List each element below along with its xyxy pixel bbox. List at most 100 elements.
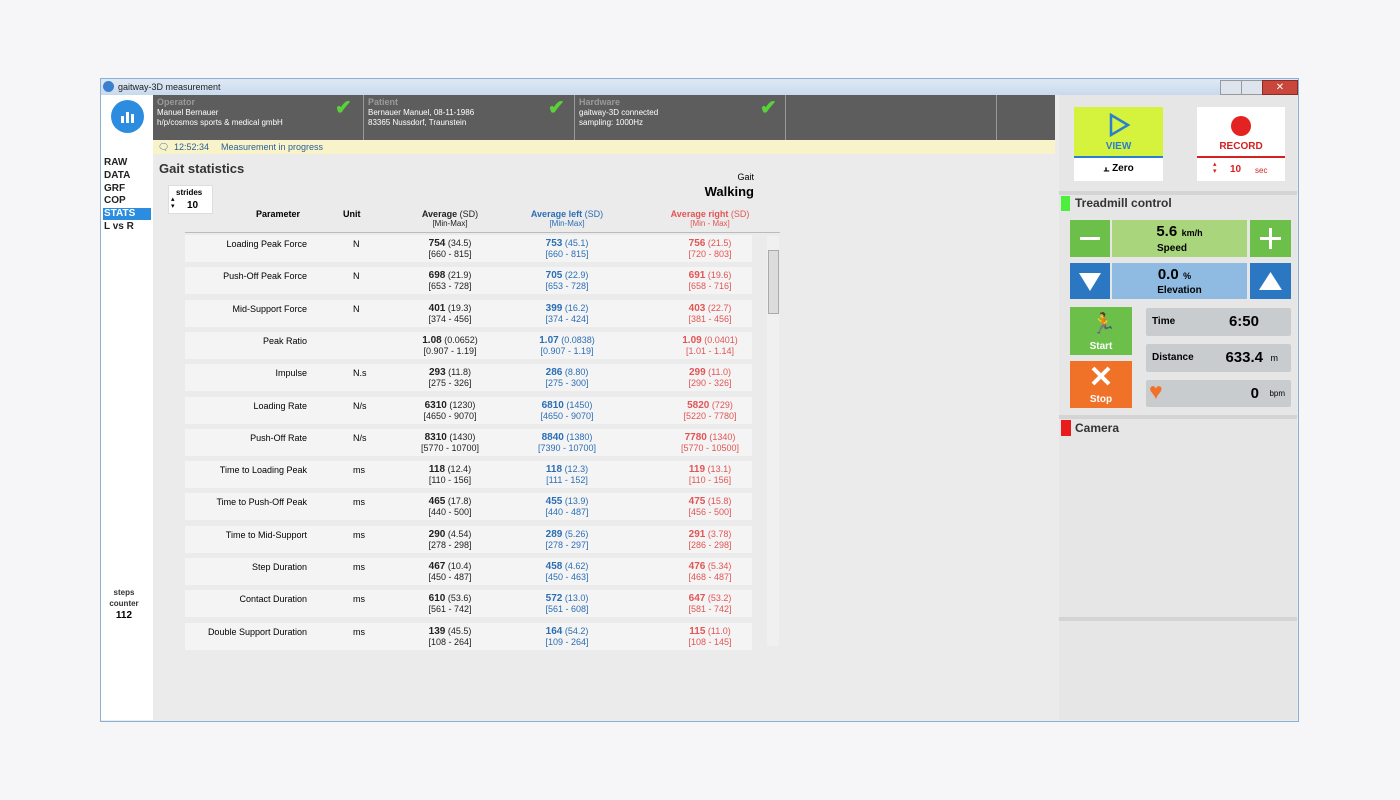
distance-value: 633.4 xyxy=(1225,349,1263,366)
view-button[interactable]: VIEW xyxy=(1074,107,1163,156)
speed-plus[interactable] xyxy=(1250,220,1291,257)
sd: (11.0) xyxy=(707,625,731,636)
nav-item[interactable]: COP xyxy=(104,195,126,207)
stats-row: Push-Off Peak Force N 698 (21.9) [653 - 728… xyxy=(185,267,752,295)
mean-sd: 705 (22.9) xyxy=(502,270,632,281)
parameter: Time to Push-Off Peak xyxy=(216,497,307,508)
col-sd: (SD) xyxy=(584,209,604,219)
stop-label: Stop xyxy=(1089,394,1113,405)
col-head: Average (SD) xyxy=(385,209,515,219)
mean: 691 xyxy=(688,270,706,282)
mean: 6810 xyxy=(541,399,564,411)
sd: (19.6) xyxy=(707,270,732,281)
mean: 289 xyxy=(545,528,563,540)
strides-label: strides xyxy=(176,188,203,197)
range: [374 - 456] xyxy=(428,313,472,324)
cell-left: 705 (22.9) [653 - 728] xyxy=(502,270,632,292)
zero-label: Zero xyxy=(1112,163,1134,174)
elevation-down[interactable] xyxy=(1070,263,1110,299)
cell-avg: 8310 (1430) [5770 - 10700] xyxy=(385,432,515,454)
mean-sd: 164 (54.2) xyxy=(502,626,632,637)
mean: 476 xyxy=(688,561,706,572)
status-bar: 🗨 12:52:34 Measurement in progress xyxy=(153,140,1055,154)
cell-avg: 139 (45.5) [108 - 264] xyxy=(385,626,515,648)
cell-left: 286 (8.80) [275 - 300] xyxy=(502,367,632,389)
col-left: Average left (SD) [Min-Max] xyxy=(502,209,632,229)
parameter: Peak Ratio xyxy=(262,335,307,346)
minimize[interactable] xyxy=(1220,80,1242,95)
cell-right: 475 (15.8) [456 - 500] xyxy=(645,496,775,518)
col-avg: Average (SD) [Min-Max] xyxy=(385,209,515,229)
range: [0.907 - 1.19] xyxy=(423,345,477,356)
parameter: Loading Rate xyxy=(253,400,307,411)
stats-row: Mid-Support Force N 401 (19.3) [374 - 456] 3… xyxy=(185,299,752,327)
cell-left: 118 (12.3) [111 - 152] xyxy=(502,464,632,486)
col-right: Average right (SD) [Min - Max] xyxy=(645,209,775,229)
col-head: Average left (SD) xyxy=(502,209,632,219)
mean: 1.07 xyxy=(539,334,559,346)
range: [581 - 742] xyxy=(688,604,732,615)
app-icon[interactable] xyxy=(111,100,144,133)
mean: 8840 xyxy=(541,431,564,443)
range: [5770 - 10500] xyxy=(680,442,740,453)
sd: (4.54) xyxy=(447,528,472,539)
sd: (1380) xyxy=(566,431,593,442)
range: [278 - 297] xyxy=(545,539,589,550)
cell-left: 8840 (1380) [7390 - 10700] xyxy=(502,432,632,454)
mean: 8310 xyxy=(424,431,447,443)
mean-sd: 455 (13.9) xyxy=(502,496,632,507)
speed-unit: km/h xyxy=(1181,228,1203,238)
close[interactable]: ✕ xyxy=(1262,80,1298,95)
scrollbar[interactable] xyxy=(767,236,779,646)
cell-left: 164 (54.2) [109 - 264] xyxy=(502,626,632,648)
nav-item[interactable]: GRF xyxy=(104,182,126,194)
cell-avg: 293 (11.8) [275 - 326] xyxy=(385,367,515,389)
maximize[interactable] xyxy=(1241,80,1263,95)
col-parameter: Parameter xyxy=(256,209,301,219)
record-button[interactable]: RECORD xyxy=(1197,107,1285,156)
elevation-up[interactable] xyxy=(1250,263,1291,299)
mean-sd: 1.08 (0.0652) xyxy=(385,335,515,346)
unit: ms xyxy=(353,626,365,637)
sd: (8.80) xyxy=(564,367,589,378)
nav-item[interactable]: L vs R xyxy=(104,221,134,232)
mean: 465 xyxy=(428,496,446,508)
speed-minus[interactable] xyxy=(1070,220,1110,257)
hardware-label: Hardware xyxy=(579,97,621,107)
sd: (5.26) xyxy=(564,528,589,539)
col-name: Average xyxy=(421,209,458,219)
range: [1.01 - 1.14] xyxy=(685,345,735,356)
mean: 610 xyxy=(428,593,446,605)
mean: 475 xyxy=(688,496,706,508)
status-message: Measurement in progress xyxy=(221,142,324,152)
sd: (15.8) xyxy=(707,496,732,507)
cell-right: 299 (11.0) [290 - 326] xyxy=(645,367,775,389)
patient-label: Patient xyxy=(368,97,399,107)
nav-item[interactable]: DATA xyxy=(104,169,131,181)
start-button[interactable]: 🏃 Start xyxy=(1070,307,1132,355)
sd: (10.4) xyxy=(447,561,472,571)
cell-left: 6810 (1450) [4650 - 9070] xyxy=(502,400,632,422)
nav-item[interactable]: RAW xyxy=(104,157,128,168)
range: [658 - 716] xyxy=(688,281,732,292)
sd: (53.2) xyxy=(707,593,732,604)
mean-sd: 7780 (1340) xyxy=(645,432,775,443)
stop-button[interactable]: Stop xyxy=(1070,361,1132,408)
record-time[interactable]: ▴ ▾ 10 sec xyxy=(1197,156,1285,181)
mean: 753 xyxy=(545,238,563,249)
mean: 286 xyxy=(545,367,563,379)
stats-row: Double Support Duration ms 139 (45.5) [108 … xyxy=(185,622,752,650)
sd: (22.9) xyxy=(564,270,589,281)
cell-avg: 698 (21.9) [653 - 728] xyxy=(385,270,515,292)
zero-button[interactable]: ⫠ Zero xyxy=(1074,156,1163,181)
cell-right: 119 (13.1) [110 - 156] xyxy=(645,464,775,486)
stats-title: Gait statistics xyxy=(159,161,245,176)
strides-box[interactable]: strides ▴ ▾ 10 xyxy=(168,185,213,214)
parameter: Push-Off Peak Force xyxy=(223,271,307,282)
mean-sd: 115 (11.0) xyxy=(645,626,775,637)
sidebar xyxy=(101,95,153,720)
mean: 399 xyxy=(545,302,563,314)
unit: N xyxy=(353,271,360,282)
nav-item[interactable]: STATS xyxy=(103,208,151,221)
range: [450 - 463] xyxy=(545,572,589,582)
